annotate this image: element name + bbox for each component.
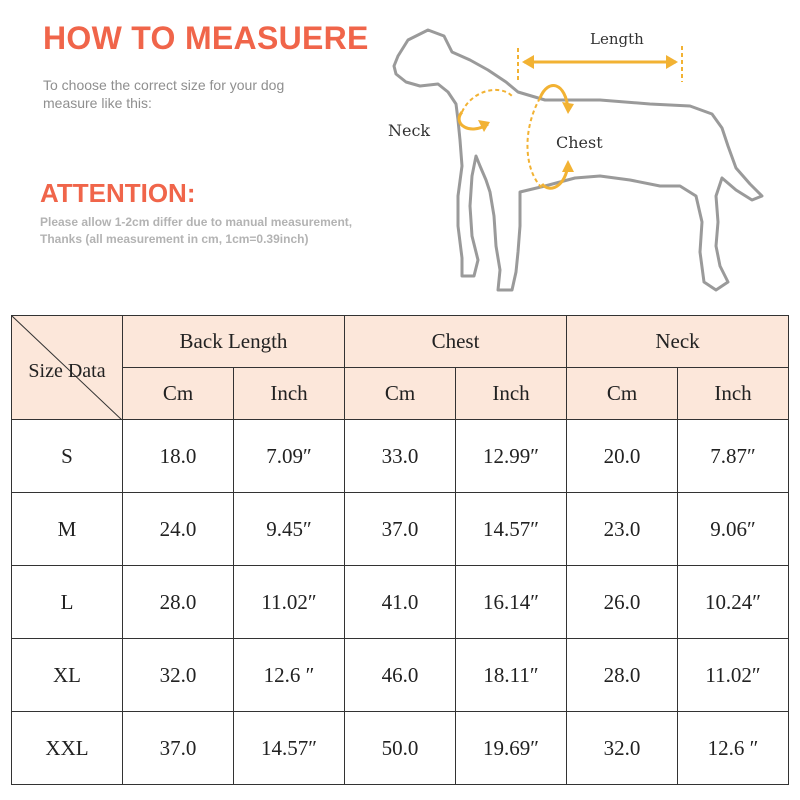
neck-cm: 32.0 [566,711,678,785]
table-unit-row: Cm Inch Cm Inch Cm Inch [12,367,789,420]
chest-cm: 41.0 [344,565,456,639]
unit-inch: Inch [677,367,789,420]
back-length-cm: 24.0 [122,492,234,566]
unit-cm: Cm [122,367,234,420]
chest-inch: 16.14″ [455,565,567,639]
note-line: Thanks (all measurement in cm, 1cm=0.39i… [40,232,309,246]
neck-inch: 12.6 ″ [677,711,789,785]
intro-text: To choose the correct size for your dog … [43,76,284,112]
neck-label: Neck [388,121,430,140]
neck-cm: 20.0 [566,419,678,493]
intro-line: measure like this: [43,95,152,111]
header-neck: Neck [566,315,789,368]
attention-title: ATTENTION: [40,178,196,208]
corner-diagonal [12,316,122,419]
neck-cm: 23.0 [566,492,678,566]
neck-inch: 7.87″ [677,419,789,493]
chest-arrowhead-top [562,102,574,114]
length-arrowhead-right [666,55,678,69]
neck-cm: 26.0 [566,565,678,639]
attention-note: Please allow 1-2cm differ due to manual … [40,214,352,248]
chest-inch: 19.69″ [455,711,567,785]
neck-inch: 10.24″ [677,565,789,639]
intro-line: To choose the correct size for your dog [43,77,285,93]
size-cell: XL [11,638,123,712]
back-length-inch: 11.02″ [233,565,345,639]
unit-cm: Cm [344,367,456,420]
size-data-label: Size Data [28,360,106,382]
size-data-corner-cell: Size Data [11,315,123,420]
back-length-inch: 12.6 ″ [233,638,345,712]
size-chart-table: Size Data Back Length Chest Neck Cm Inch… [11,315,789,785]
size-cell: M [11,492,123,566]
unit-inch: Inch [233,367,345,420]
table-row: XXL 37.0 14.57″ 50.0 19.69″ 32.0 12.6 ″ [11,711,789,785]
table-row: M 24.0 9.45″ 37.0 14.57″ 23.0 9.06″ [11,492,789,566]
neck-loop [461,88,513,113]
header-chest: Chest [344,315,567,368]
note-line: Please allow 1-2cm differ due to manual … [40,215,353,229]
table-row: XL 32.0 12.6 ″ 46.0 18.11″ 28.0 11.02″ [11,638,789,712]
length-arrowhead-left [522,55,534,69]
dog-measurement-diagram: Length Neck Chest [388,28,764,292]
chest-arrowhead-bottom [562,160,574,172]
back-length-inch: 7.09″ [233,419,345,493]
chest-cm: 33.0 [344,419,456,493]
table-header-row: Size Data Back Length Chest Neck [11,315,789,420]
table-row: S 18.0 7.09″ 33.0 12.99″ 20.0 7.87″ [11,419,789,493]
size-cell: XXL [11,711,123,785]
length-label: Length [590,30,644,48]
back-length-cm: 37.0 [122,711,234,785]
chest-arrow-top [538,84,570,111]
back-length-cm: 28.0 [122,565,234,639]
neck-inch: 11.02″ [677,638,789,712]
chest-inch: 12.99″ [455,419,567,493]
unit-inch: Inch [455,367,567,420]
back-length-cm: 18.0 [122,419,234,493]
dog-outline [392,28,764,292]
chest-label: Chest [556,133,603,152]
header-back-length: Back Length [122,315,345,368]
table-row: L 28.0 11.02″ 41.0 16.14″ 26.0 10.24″ [11,565,789,639]
chest-cm: 37.0 [344,492,456,566]
chest-loop [526,97,543,189]
chest-cm: 46.0 [344,638,456,712]
neck-arrowhead [478,120,490,132]
size-cell: S [11,419,123,493]
back-length-inch: 14.57″ [233,711,345,785]
chest-cm: 50.0 [344,711,456,785]
measure-guide: HOW TO MEASUERE To choose the correct si… [0,0,800,300]
unit-cm: Cm [566,367,678,420]
page-title: HOW TO MEASUERE [43,20,369,56]
chest-inch: 14.57″ [455,492,567,566]
back-length-cm: 32.0 [122,638,234,712]
size-cell: L [11,565,123,639]
neck-cm: 28.0 [566,638,678,712]
back-length-inch: 9.45″ [233,492,345,566]
neck-inch: 9.06″ [677,492,789,566]
chest-inch: 18.11″ [455,638,567,712]
